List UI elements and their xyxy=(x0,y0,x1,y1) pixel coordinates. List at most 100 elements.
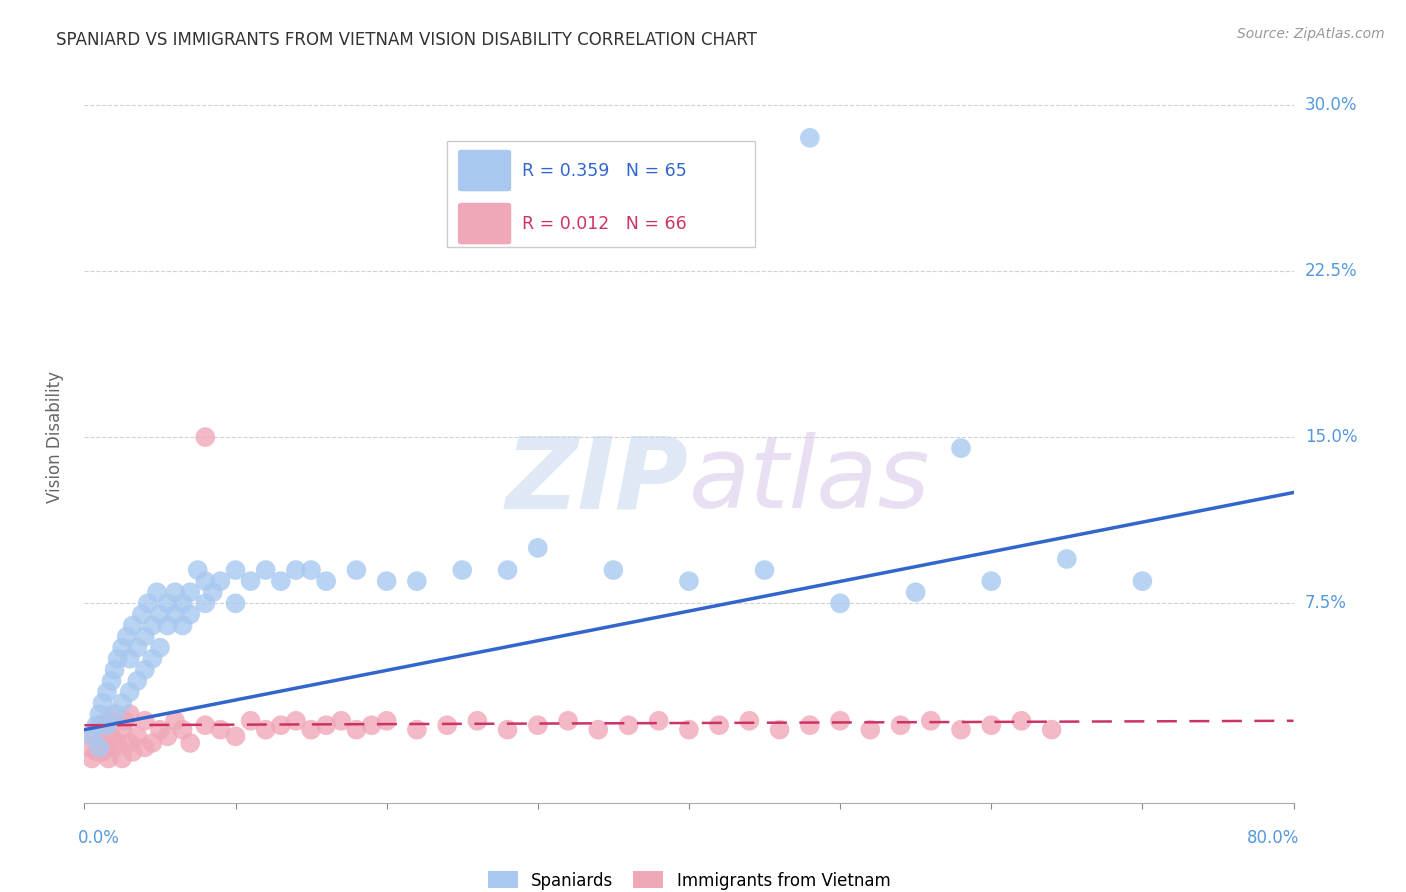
Point xyxy=(118,707,141,722)
Point xyxy=(111,640,134,655)
Point xyxy=(194,430,217,444)
Point xyxy=(89,740,111,755)
Point xyxy=(187,563,209,577)
Point xyxy=(225,729,247,743)
Point xyxy=(172,723,194,737)
Point xyxy=(890,718,912,732)
Point xyxy=(647,714,671,728)
Point xyxy=(104,707,127,722)
FancyBboxPatch shape xyxy=(458,202,512,244)
Point xyxy=(134,714,156,728)
Point xyxy=(89,707,111,722)
Point xyxy=(179,736,201,750)
Point xyxy=(107,651,129,665)
Point xyxy=(920,714,942,728)
Point xyxy=(104,707,127,722)
Point xyxy=(96,718,118,732)
Point xyxy=(104,663,127,677)
Point xyxy=(149,607,172,622)
Point xyxy=(121,618,143,632)
Point xyxy=(526,718,548,732)
Point xyxy=(118,736,141,750)
Point xyxy=(1056,552,1078,566)
Point xyxy=(131,607,153,622)
Point xyxy=(91,696,114,710)
Point xyxy=(121,745,143,759)
Text: 22.5%: 22.5% xyxy=(1305,262,1357,280)
Point xyxy=(467,714,489,728)
Text: R = 0.012   N = 66: R = 0.012 N = 66 xyxy=(522,215,686,233)
Point xyxy=(149,640,172,655)
Point xyxy=(830,596,852,610)
Point xyxy=(89,718,111,732)
Point xyxy=(980,718,1002,732)
Point xyxy=(678,574,700,589)
Point xyxy=(270,718,292,732)
Point xyxy=(89,736,111,750)
Point xyxy=(77,740,100,755)
Text: R = 0.359   N = 65: R = 0.359 N = 65 xyxy=(522,161,686,179)
Point xyxy=(1130,574,1153,589)
Point xyxy=(769,723,792,737)
Point xyxy=(209,723,232,737)
Point xyxy=(588,723,610,737)
Point xyxy=(950,441,973,455)
Point xyxy=(136,596,159,610)
Point xyxy=(194,574,217,589)
Point xyxy=(111,723,134,737)
Point xyxy=(225,596,247,610)
Point xyxy=(980,574,1002,589)
Point xyxy=(179,607,201,622)
Point xyxy=(93,723,115,737)
Point xyxy=(709,718,731,732)
Point xyxy=(179,585,201,599)
Point xyxy=(299,563,322,577)
Text: 15.0%: 15.0% xyxy=(1305,428,1357,446)
Point xyxy=(617,718,640,732)
Point xyxy=(127,729,149,743)
Point xyxy=(134,630,156,644)
Text: 7.5%: 7.5% xyxy=(1305,594,1347,612)
Point xyxy=(100,729,122,743)
Point xyxy=(141,651,163,665)
Point xyxy=(149,723,172,737)
Point xyxy=(201,585,224,599)
Point xyxy=(209,574,232,589)
Point xyxy=(91,745,114,759)
Point xyxy=(80,729,103,743)
Point xyxy=(225,563,247,577)
Point xyxy=(239,714,262,728)
Point xyxy=(799,131,821,145)
Point xyxy=(96,714,118,728)
Point xyxy=(284,714,308,728)
Point xyxy=(100,673,122,688)
Point xyxy=(754,563,776,577)
Point xyxy=(346,563,368,577)
Point xyxy=(496,563,519,577)
Point xyxy=(156,618,179,632)
Point xyxy=(115,630,138,644)
Point xyxy=(1040,723,1063,737)
Point xyxy=(194,718,217,732)
Point xyxy=(950,723,973,737)
Point xyxy=(134,740,156,755)
Point xyxy=(254,723,277,737)
Point xyxy=(375,714,398,728)
Text: 0.0%: 0.0% xyxy=(79,829,120,847)
Point xyxy=(315,718,337,732)
Point xyxy=(86,718,108,732)
Point xyxy=(104,740,127,755)
Point xyxy=(315,574,337,589)
Point xyxy=(526,541,548,555)
Point xyxy=(96,740,118,755)
Point xyxy=(163,607,186,622)
Point xyxy=(156,729,179,743)
Point xyxy=(738,714,761,728)
FancyBboxPatch shape xyxy=(458,150,512,191)
Point xyxy=(107,736,129,750)
Point xyxy=(163,585,186,599)
Point xyxy=(97,751,120,765)
Point xyxy=(118,685,141,699)
Point xyxy=(270,574,292,589)
Point xyxy=(436,718,458,732)
